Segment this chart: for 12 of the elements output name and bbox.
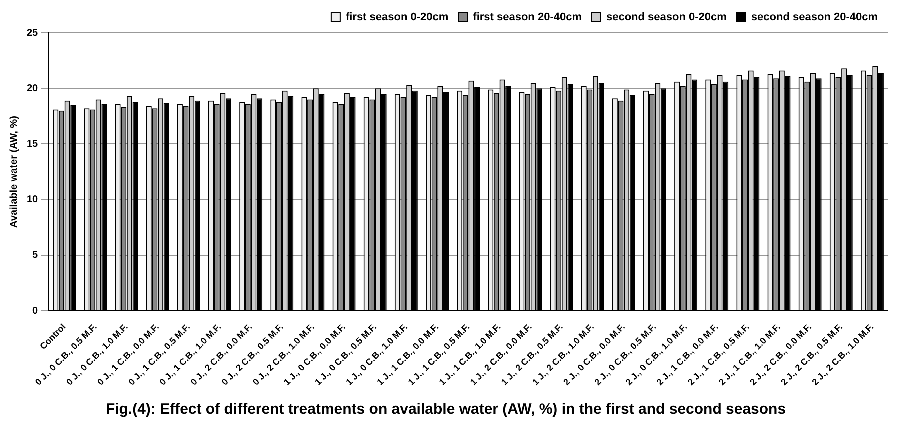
y-tick-label: 5: [32, 250, 39, 262]
y-tick-label: 20: [27, 83, 39, 94]
y-tick-label: 15: [27, 138, 39, 150]
legend-label: first season 20-40cm: [473, 12, 582, 24]
y-tick-label: 25: [27, 28, 39, 39]
y-tick-label: 10: [27, 194, 39, 206]
y-tick-label: 0: [32, 306, 39, 317]
text: Fig.(4): Effect of different treatments on available water (AW, %) in the first and second seasons: [106, 401, 786, 418]
legend-label: second season 0-20cm: [606, 12, 728, 24]
legend-label: second season 20-40cm: [751, 12, 878, 24]
y-axis-title: Available water (AW, %): [8, 116, 20, 228]
legend-label: first season 0-20cm: [346, 12, 449, 24]
